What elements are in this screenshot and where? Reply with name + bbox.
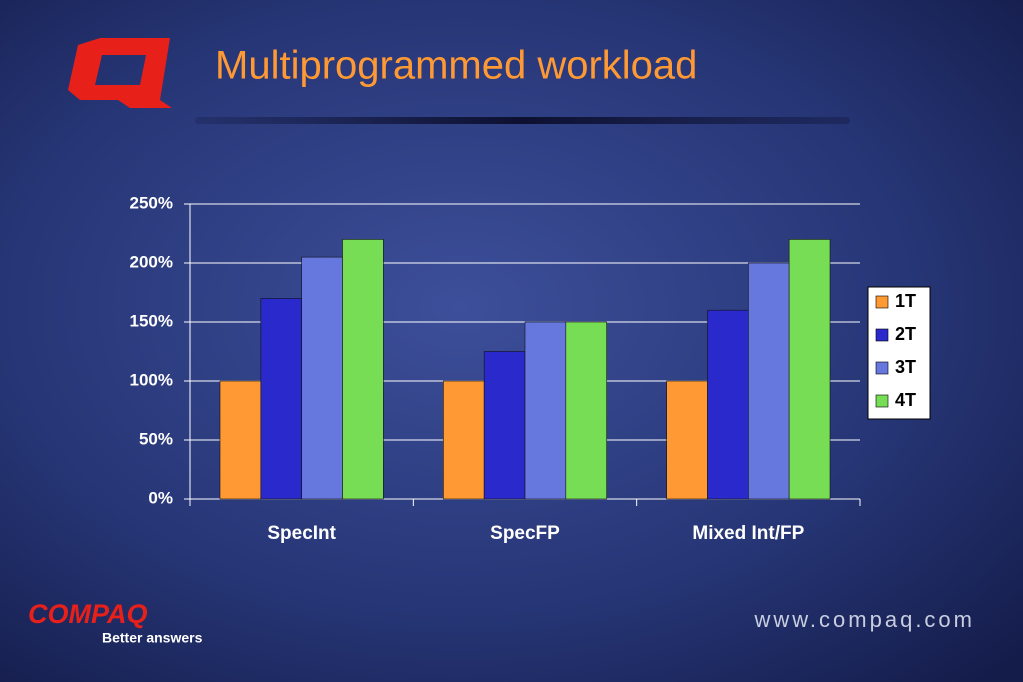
bar	[342, 239, 384, 500]
slide-title: Multiprogrammed workload	[215, 44, 697, 88]
legend-label: 2T	[895, 324, 916, 344]
y-tick-label: 0%	[148, 488, 173, 507]
y-tick-label: 50%	[139, 429, 173, 448]
legend-swatch	[875, 394, 889, 408]
legend-swatch	[875, 328, 889, 342]
plot: 0% 50% 100% 150% 200% 250% SpecInt SpecFP Mixed …	[130, 193, 931, 544]
legend-label: 1T	[895, 291, 916, 311]
bar	[666, 380, 708, 500]
legend-swatch	[875, 295, 889, 309]
bar	[443, 380, 485, 500]
compaq-logo: COMPAQ	[28, 599, 148, 629]
x-tick-label: Mixed Int/FP	[692, 523, 804, 544]
legend-label: 3T	[895, 357, 916, 377]
x-tick-label: SpecFP	[490, 523, 560, 544]
y-tick-label: 150%	[130, 311, 173, 330]
legend-swatch	[875, 361, 889, 375]
tagline: Better answers	[102, 630, 203, 646]
bar	[524, 321, 567, 500]
y-tick-label: 200%	[130, 252, 173, 271]
bar	[748, 262, 790, 500]
bar	[565, 321, 607, 500]
y-tick-label: 250%	[130, 193, 173, 212]
url: www.compaq.com	[753, 607, 975, 632]
q-logo	[68, 38, 172, 108]
bar	[301, 256, 343, 500]
bar	[483, 351, 526, 500]
y-tick-label: 100%	[130, 370, 173, 389]
bar	[260, 298, 302, 500]
bar	[707, 309, 749, 500]
title-rule	[195, 117, 850, 124]
bar	[788, 239, 831, 500]
x-tick-label: SpecInt	[267, 523, 336, 544]
legend-label: 4T	[895, 390, 916, 410]
bar	[219, 380, 262, 500]
